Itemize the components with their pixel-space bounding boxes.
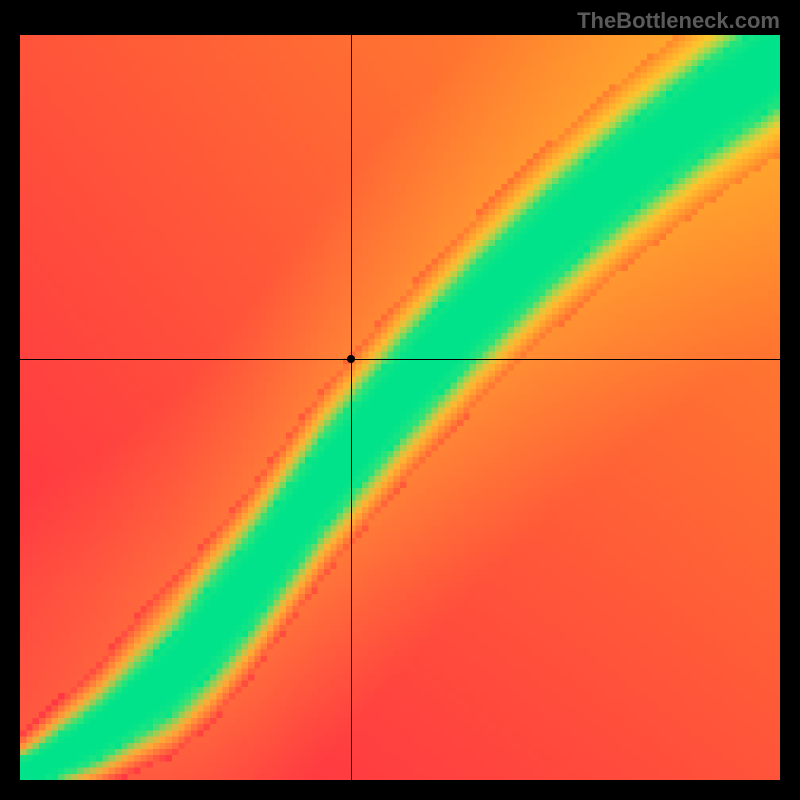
crosshair-vertical [351, 35, 352, 780]
chart-container: TheBottleneck.com [0, 0, 800, 800]
heatmap-chart [20, 35, 780, 780]
watermark-text: TheBottleneck.com [577, 8, 780, 34]
marker-dot [347, 355, 355, 363]
crosshair-horizontal [20, 359, 780, 360]
heatmap-canvas [20, 35, 780, 780]
